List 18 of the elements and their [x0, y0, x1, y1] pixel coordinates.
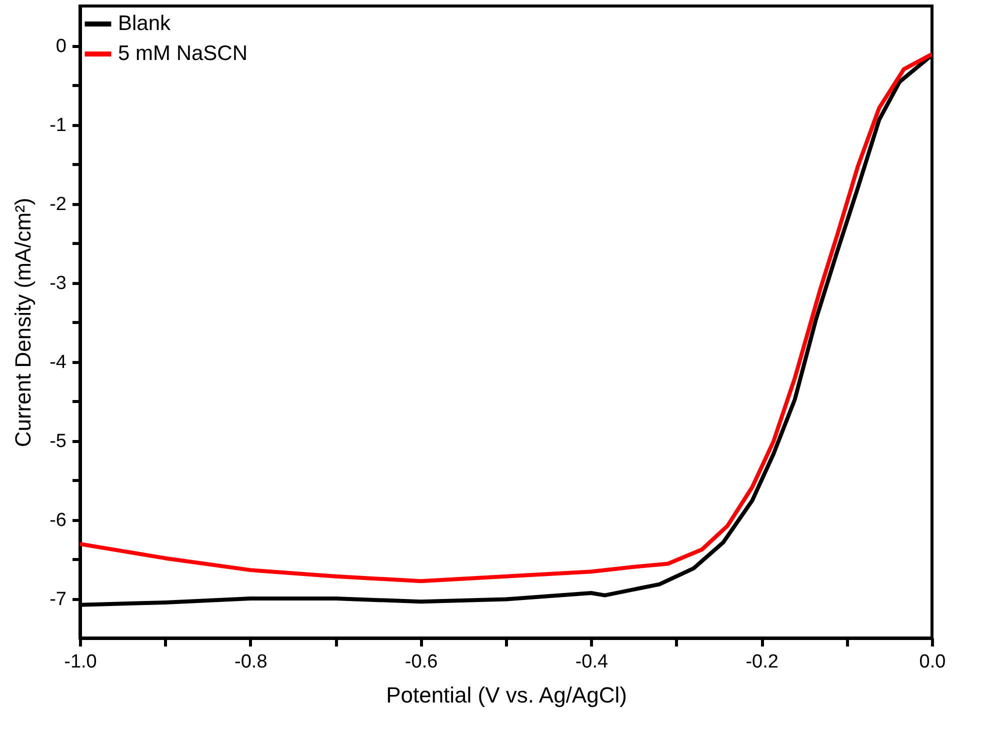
y-tick-label: -5	[50, 431, 66, 452]
y-tick-label: -7	[50, 589, 66, 610]
x-tick-label: -0.8	[234, 652, 268, 672]
x-tick-label: -0.2	[746, 652, 778, 672]
x-tick-label: -0.6	[404, 652, 438, 672]
legend-label: 5 mM NaSCN	[118, 42, 248, 65]
y-axis-title: Current Density (mA/cm²)	[10, 198, 36, 448]
x-tick-label: -1.0	[64, 652, 97, 672]
x-tick-label: 0.0	[919, 652, 946, 672]
y-tick-label: 0	[56, 36, 66, 57]
y-tick-label: -2	[50, 194, 66, 215]
x-tick-label: -0.4	[575, 652, 608, 672]
y-tick-label: -6	[50, 510, 66, 531]
x-axis-title: Potential (V vs. Ag/AgCl)	[386, 682, 627, 708]
y-tick-label: -1	[50, 115, 66, 136]
y-tick-label: -4	[50, 352, 67, 373]
y-tick-label: -3	[50, 273, 66, 294]
legend-label: Blank	[118, 12, 172, 35]
